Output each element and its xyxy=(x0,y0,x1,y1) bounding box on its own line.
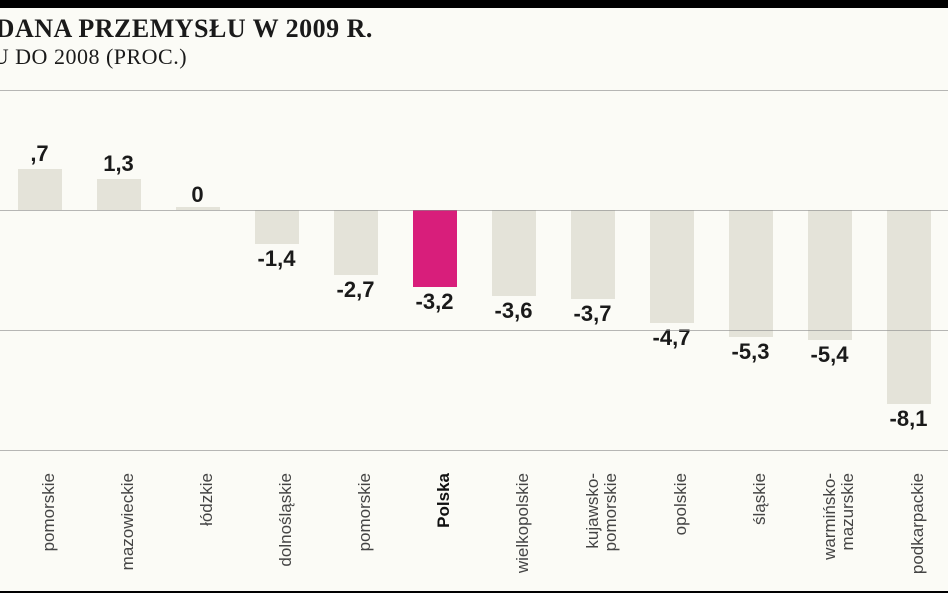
bar-value-label: -2,7 xyxy=(316,277,396,303)
bar-value-label: -3,6 xyxy=(474,298,554,324)
category-label-slot: łódzkie xyxy=(158,461,237,591)
bar xyxy=(255,210,299,244)
bar-slot: 1,3 xyxy=(79,90,158,450)
gridline xyxy=(0,90,948,91)
category-label-line1: Polska xyxy=(434,473,453,528)
category-label: łódzkie xyxy=(198,473,216,526)
category-label-line1: wielkopolskie xyxy=(513,473,532,573)
category-label-line1: dolnośląskie xyxy=(276,473,295,567)
bar-value-label: ,7 xyxy=(0,141,80,167)
category-label-line2: mazurskie xyxy=(838,473,856,560)
chart-title-sub: NKU DO 2008 (PROC.) xyxy=(0,44,948,70)
bar-slot: -5,4 xyxy=(790,90,869,450)
bar-value-label: -5,3 xyxy=(711,339,791,365)
category-label: śląskie xyxy=(751,473,769,525)
category-label: pomorskie xyxy=(356,473,374,551)
bar-value-label: -4,7 xyxy=(632,325,712,351)
bar-value-label: -8,1 xyxy=(869,406,948,432)
bar-slot: 0 xyxy=(158,90,237,450)
category-label-line2: pomorskie xyxy=(601,473,619,551)
chart-frame: { "title": { "line1": "ZEDANA PRZEMYSŁU … xyxy=(0,0,948,593)
gridline xyxy=(0,450,948,451)
category-label-line1: mazowieckie xyxy=(118,473,137,570)
category-label-slot: mazowieckie xyxy=(79,461,158,591)
chart-title-main: ZEDANA PRZEMYSŁU W 2009 R. xyxy=(0,14,948,44)
bar-slot: -4,7 xyxy=(632,90,711,450)
category-label: dolnośląskie xyxy=(277,473,295,567)
bar-slot: -1,4 xyxy=(237,90,316,450)
category-label: wielkopolskie xyxy=(514,473,532,573)
category-label-slot: pomorskie xyxy=(0,461,79,591)
category-labels-row: pomorskie mazowieckie łódzkie dolnośląskie p… xyxy=(0,461,948,591)
category-label-slot: opolskie xyxy=(632,461,711,591)
category-label-slot: śląskie xyxy=(711,461,790,591)
category-label: kujawsko-pomorskie xyxy=(584,473,620,551)
category-label: podkarpackie xyxy=(909,473,927,574)
bar xyxy=(18,169,62,210)
category-label-slot: kujawsko-pomorskie xyxy=(553,461,632,591)
gridline xyxy=(0,330,948,331)
bar-value-label: -5,4 xyxy=(790,342,870,368)
category-label-slot: wielkopolskie xyxy=(474,461,553,591)
category-label: pomorskie xyxy=(40,473,58,551)
bar-value-label: -1,4 xyxy=(237,246,317,272)
bar xyxy=(492,210,536,296)
bars-row: ,71,3 0 -1,4 -2,7-3,2-3,6-3,7-4,7-5,3-5,4 -8… xyxy=(0,90,948,450)
bar-value-label: -3,7 xyxy=(553,301,633,327)
category-label: opolskie xyxy=(672,473,690,535)
category-label-line1: warmińsko- xyxy=(820,473,839,560)
bar xyxy=(808,210,852,340)
bar-value-label: 0 xyxy=(158,182,238,208)
category-label-line1: podkarpackie xyxy=(908,473,927,574)
category-label-slot: warmińsko-mazurskie xyxy=(790,461,869,591)
bar-value-label: 1,3 xyxy=(79,151,159,177)
bar-highlight xyxy=(413,210,457,287)
bar-slot: -5,3 xyxy=(711,90,790,450)
category-label-line1: opolskie xyxy=(671,473,690,535)
category-label: warmińsko-mazurskie xyxy=(821,473,857,560)
bar-slot: -3,2 xyxy=(395,90,474,450)
category-label: mazowieckie xyxy=(119,473,137,570)
bar xyxy=(571,210,615,299)
gridline xyxy=(0,210,948,211)
category-label-line1: pomorskie xyxy=(355,473,374,551)
chart-plot-area: ,71,3 0 -1,4 -2,7-3,2-3,6-3,7-4,7-5,3-5,4 -8… xyxy=(0,90,948,450)
bar-value-label: -3,2 xyxy=(395,289,475,315)
bar-slot: -2,7 xyxy=(316,90,395,450)
bar-slot: -3,6 xyxy=(474,90,553,450)
bar xyxy=(729,210,773,337)
category-label-line1: kujawsko- xyxy=(583,473,602,549)
category-label-line1: łódzkie xyxy=(197,473,216,526)
category-label-line1: śląskie xyxy=(750,473,769,525)
category-label: Polska xyxy=(435,473,453,528)
category-label-slot: podkarpackie xyxy=(869,461,948,591)
category-label-line1: pomorskie xyxy=(39,473,58,551)
bar xyxy=(97,179,141,210)
bar xyxy=(887,210,931,404)
bar-slot: -8,1 xyxy=(869,90,948,450)
bar xyxy=(650,210,694,323)
chart-title-block: ZEDANA PRZEMYSŁU W 2009 R. NKU DO 2008 (… xyxy=(0,8,948,70)
category-label-slot: Polska xyxy=(395,461,474,591)
bar-slot: -3,7 xyxy=(553,90,632,450)
bar xyxy=(334,210,378,275)
category-label-slot: dolnośląskie xyxy=(237,461,316,591)
category-label-slot: pomorskie xyxy=(316,461,395,591)
bar-slot: ,7 xyxy=(0,90,79,450)
